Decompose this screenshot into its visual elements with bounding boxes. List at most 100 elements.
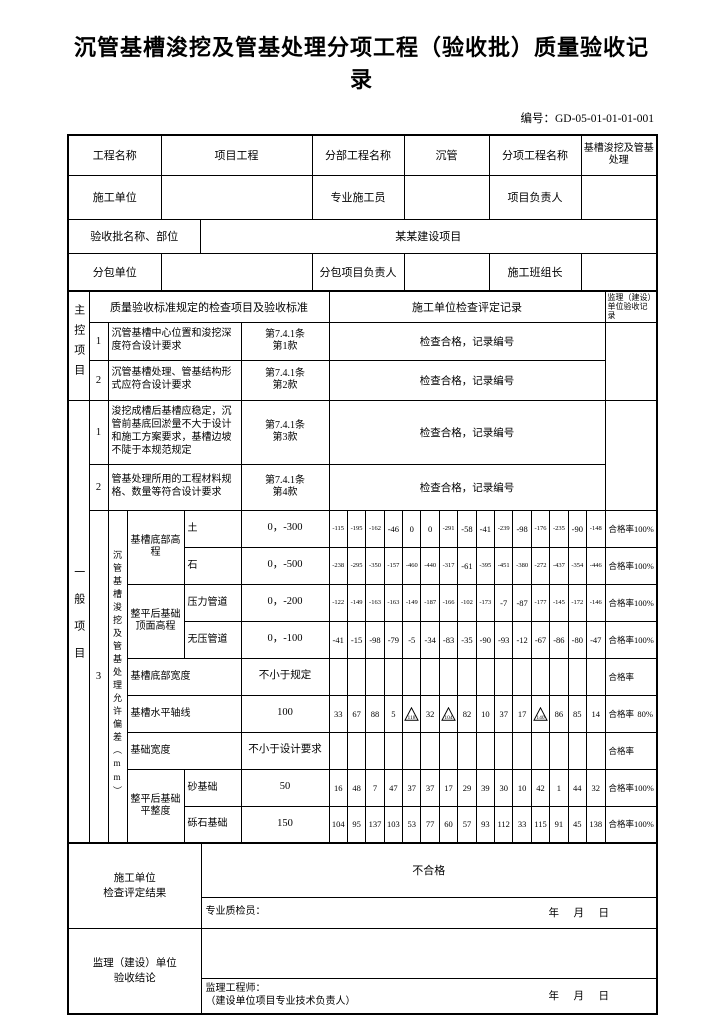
contractor-result-value[interactable]: 不合格 [200, 842, 658, 898]
deviation-row: 基槽水平轴线 100 33 67 88 5 118 32 104 82 10 37 17 140 86 85 1… [68, 694, 658, 733]
deviation-group-label: 基础宽度 [126, 731, 242, 770]
contractor-date[interactable]: 年 月 日 [548, 908, 611, 920]
measured-value-cell: 53 [402, 805, 422, 844]
measured-value-cell: -195 [346, 509, 367, 548]
conclusion-table: 施工单位 检查评定结果 不合格 专业质检员： 年 月 日 [67, 842, 658, 1016]
measured-value-cell [549, 657, 569, 696]
contractor-result-label: 施工单位 检查评定结果 [67, 842, 202, 929]
deviation-sub-label: 无压管道 [183, 620, 242, 659]
clause-line-1: 第7.4.1条 [265, 367, 305, 379]
measured-value-cell: 32 [585, 768, 606, 807]
measured-value-cell: -317 [438, 546, 459, 585]
deviation-sub-label: 砂基础 [183, 768, 242, 807]
general-item-row: 一般项目 1 浚挖成槽后基槽应稳定，沉管前基底回淤量不大于设计和施工方案要求，基… [67, 399, 658, 844]
crew-leader-value[interactable] [580, 252, 658, 292]
supervisor-date[interactable]: 年 月 日 [548, 991, 611, 1003]
measured-value-cell [475, 731, 496, 770]
measured-value-cell: 137 [365, 805, 385, 844]
measured-value-cell: -90 [567, 509, 587, 548]
deviation-row: 整平后基础平整度 砂基础 50 16 48 7 47 37 37 17 29 39 30 10 42 1 44 3… [68, 768, 658, 844]
measured-value-cell [475, 657, 496, 696]
measured-value-cell: -79 [383, 620, 404, 659]
quality-inspection-table: 主控项目 质量验收标准规定的检查项目及验收标准 施工单位检查评定记录 监理（建设… [67, 290, 659, 845]
clause-reference: 第7.4.1条 第2款 [240, 359, 330, 401]
engineer-label: 监理工程师： [205, 983, 266, 995]
pass-rate-cell: 合格率 100% [604, 805, 658, 844]
over-limit-triangle-icon: 140 [533, 706, 548, 721]
measured-value-cell [512, 657, 532, 696]
measured-value-cell: -166 [438, 583, 459, 622]
subcontractor-value[interactable] [160, 252, 313, 292]
measured-value-cell: 95 [346, 805, 367, 844]
measured-value-cell: 0 [420, 509, 440, 548]
measured-value-cell [346, 657, 367, 696]
supervisor-signature-cell[interactable]: 监理工程师： （建设单位项目专业技术负责人） 年 月 日 [200, 977, 658, 1015]
deviation-side-label: 沉管基槽浚挖及管基处理允许偏差（mm） [112, 550, 122, 800]
project-info-table: 工程名称 项目工程 分部工程名称 沉管 分项工程名称 基槽浚挖及管基处理 施工单… [67, 134, 658, 292]
measured-value-cell [567, 731, 587, 770]
measured-value-cell: -187 [420, 583, 440, 622]
item-text: 浚挖成槽后基槽应稳定，沉管前基底回淤量不大于设计和施工方案要求，基槽边坡不陡于本… [107, 399, 242, 465]
sub-leader-value[interactable] [403, 252, 490, 292]
subcontractor-label: 分包单位 [67, 252, 162, 292]
clause-line-2: 第1款 [272, 341, 298, 353]
measured-value-cell: -163 [383, 583, 404, 622]
contractor-signature-cell[interactable]: 专业质检员： 年 月 日 [200, 896, 658, 929]
measured-value-cell [549, 731, 569, 770]
measured-value-cell [328, 657, 348, 696]
pass-rate-label: 合格率 [608, 634, 635, 645]
measured-value-cell: -172 [567, 583, 587, 622]
measured-value-cell: -173 [475, 583, 496, 622]
deviation-group-label: 基槽水平轴线 [126, 694, 242, 733]
measured-value-cell: 57 [457, 805, 477, 844]
measured-value-cell: -148 [585, 509, 606, 548]
pass-rate-label: 合格率 [608, 597, 635, 608]
measured-value-cell: 77 [420, 805, 440, 844]
project-leader-value[interactable] [580, 174, 658, 220]
measured-value-cell: 42 [530, 768, 551, 807]
project-name-value: 项目工程 [160, 134, 313, 176]
pass-rate-label: 合格率 [608, 819, 635, 830]
specialist-value[interactable] [403, 174, 490, 220]
measured-value-cell: 115 [530, 805, 551, 844]
master-section-label: 主控项目 [72, 304, 85, 385]
measured-value-cell: -115 [328, 509, 348, 548]
measured-value-cell: 85 [567, 694, 587, 733]
supervisor-record-cell[interactable] [604, 399, 658, 511]
pass-rate-label: 合格率 [608, 708, 635, 719]
measured-value-cell: -380 [512, 546, 532, 585]
measured-value-cell: -460 [402, 546, 422, 585]
supervisor-conclusion-label-line1: 监理（建设）单位 [92, 957, 177, 969]
deviation-group-label: 整平后基础平整度 [126, 768, 185, 844]
measured-value-cell: -15 [346, 620, 367, 659]
measured-value-cell: 7 [365, 768, 385, 807]
supervisor-record-cell[interactable] [604, 321, 658, 401]
measured-value-cell: -395 [475, 546, 496, 585]
pass-rate-label: 合格率 [608, 560, 635, 571]
contractor-value[interactable] [160, 174, 313, 220]
supervisor-conclusion-value[interactable] [200, 927, 658, 979]
measured-value-cell: -272 [530, 546, 551, 585]
info-row-1: 工程名称 项目工程 分部工程名称 沉管 分项工程名称 基槽浚挖及管基处理 [67, 134, 658, 176]
measured-value-cell: 67 [346, 694, 367, 733]
measured-value-cell: 17 [512, 694, 532, 733]
measured-value-cell: -35 [457, 620, 477, 659]
subitem-label: 分项工程名称 [488, 134, 582, 176]
measured-value-cell: -87 [512, 583, 532, 622]
contractor-result-label-line2: 检查评定结果 [103, 887, 167, 899]
sub-leader-label: 分包项目负责人 [311, 252, 405, 292]
pass-rate-label: 合格率 [608, 671, 635, 682]
measured-value-cell: -162 [365, 509, 385, 548]
contractor-record-header: 施工单位检查评定记录 [328, 290, 606, 323]
item-number: 1 [88, 399, 109, 465]
measured-value-cell: 29 [457, 768, 477, 807]
pass-rate-label: 合格率 [608, 745, 635, 756]
pass-rate-cell: 合格率 100% [604, 509, 658, 548]
measured-value-cell [494, 731, 514, 770]
measured-value-cell [530, 731, 551, 770]
measured-value-cell: -34 [420, 620, 440, 659]
measured-value-cell: -86 [549, 620, 569, 659]
pass-rate-value: 100% [634, 819, 654, 830]
measured-value-cell: 39 [475, 768, 496, 807]
measured-value-cell: -93 [494, 620, 514, 659]
